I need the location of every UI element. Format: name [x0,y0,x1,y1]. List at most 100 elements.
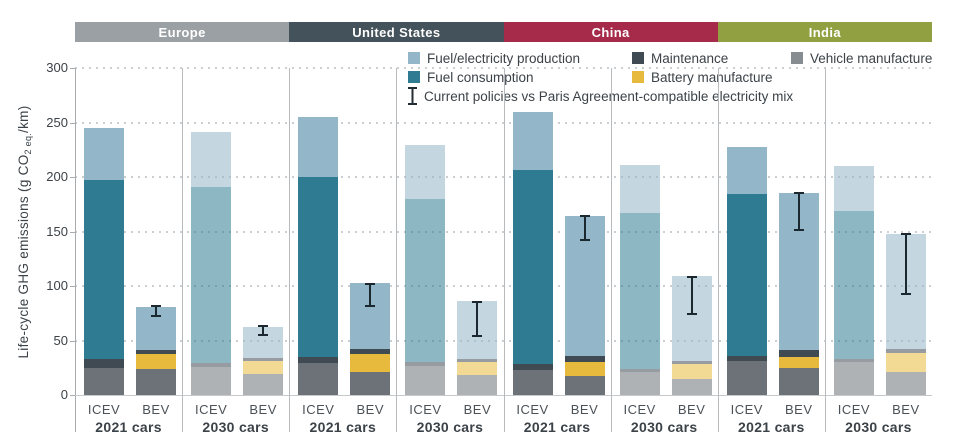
bar-united-states-2021-icev [298,117,339,395]
legend-label: Vehicle manufacture [810,50,933,66]
error-bar-line [797,192,800,232]
y-tick-label-50: 50 [53,332,68,348]
y-axis-label: Life-cycle GHG emissions (g CO2 eq./km) [16,105,33,359]
bar-china-2021-bev [564,216,605,395]
bar-segment-vehicle-manufacture [457,375,498,395]
bar-segment-vehicle-manufacture [726,361,767,395]
legend-item-fuel-consumption: Fuel consumption [408,69,534,85]
bar-united-states-2030-icev [405,145,446,395]
x-tick-label-bev: BEV [356,402,384,417]
error-bar-cap-top [686,276,697,279]
bar-segment-maintenance [191,363,232,367]
bar-europe-2021-icev [84,127,124,395]
error-bar-cap-bottom [900,292,911,295]
bar-segment-vehicle-manufacture [619,372,660,395]
bar-segment-maintenance [243,357,284,362]
error-bar-cap-bottom [151,314,161,317]
bar-segment-vehicle-manufacture [512,369,553,395]
group-separator [182,68,184,432]
bar-segment-maintenance [833,359,874,363]
x-tick-label-bev: BEV [570,402,599,417]
error-bar-cap-bottom [365,304,376,307]
y-axis-line [75,68,76,432]
bar-segment-vehicle-manufacture [671,378,712,395]
group-label-2030-cars: 2030 cars [416,419,484,435]
bar-segment-vehicle-manufacture [298,363,339,395]
bar-segment-fuel-consumption [405,198,446,363]
bar-segment-vehicle-manufacture [885,372,926,395]
y-tick-mark-250 [70,122,75,124]
region-band-india: India [717,22,932,42]
bar-europe-2030-bev [243,327,284,395]
bar-segment-fuel-electricity-production [833,166,874,211]
error-bar-line [583,215,586,242]
error-bar-line [369,282,372,307]
bar-europe-2030-icev [191,132,232,395]
bar-segment-maintenance [726,355,767,362]
group-separator [503,68,505,432]
x-tick-label-icev: ICEV [730,402,763,417]
bar-segment-vehicle-manufacture [243,374,284,395]
region-band-china: China [503,22,718,42]
error-bar-line [904,232,907,295]
y-tick-label-100: 100 [46,278,68,293]
region-band-united-states: United States [289,22,504,42]
bar-segment-maintenance [84,359,124,368]
legend-item-maintenance: Maintenance [632,50,728,66]
group-separator [824,68,826,432]
bar-segment-battery-manufacture [564,362,605,377]
bar-segment-maintenance [512,364,553,370]
y-tick-mark-50 [70,340,75,342]
x-tick-label-bev: BEV [892,402,920,417]
region-band-label: United States [352,24,441,40]
x-tick-label-icev: ICEV [194,402,228,417]
error-bar-cap-top [151,304,161,307]
bar-india-2030-icev [833,166,874,395]
bar-segment-fuel-electricity-production [298,117,339,177]
group-label-2030-cars: 2030 cars [630,419,698,435]
error-bar [793,192,804,232]
region-band-label: China [591,24,630,40]
legend-errorbar-note: Current policies vs Paris Agreement-comp… [424,88,794,104]
legend-label: Maintenance [651,50,729,66]
error-bar-cap-bottom [579,239,590,242]
bar-segment-vehicle-manufacture [405,365,446,395]
bar-segment-vehicle-manufacture [564,376,605,395]
bar-segment-maintenance [778,350,819,357]
bar-segment-maintenance [564,355,605,363]
error-bar-cap-top [365,282,376,285]
group-label-2030-cars: 2030 cars [202,419,269,435]
bar-europe-2021-bev [136,306,176,395]
error-bar [365,282,376,307]
bar-segment-fuel-electricity-production [726,146,767,195]
error-bar [151,304,161,317]
bar-segment-maintenance [671,361,712,365]
x-tick-label-icev: ICEV [409,402,442,417]
bar-segment-battery-manufacture [671,364,712,379]
region-band-label: Europe [158,24,206,40]
legend-label: Fuel/electricity production [427,50,581,66]
error-bar-cap-top [900,232,911,235]
bar-segment-fuel-electricity-production [512,111,553,171]
error-bar-cap-bottom [793,229,804,232]
x-tick-label-icev: ICEV [87,402,121,417]
group-label-2021-cars: 2021 cars [738,419,805,435]
group-label-2021-cars: 2021 cars [95,419,162,435]
bar-segment-fuel-electricity-production [405,145,446,199]
error-bar-line [155,304,157,317]
error-bar-cap-top [472,301,483,304]
bar-segment-maintenance [298,356,339,364]
error-bar-cap-bottom [472,335,483,338]
x-tick-label-bev: BEV [249,402,277,417]
bar-segment-vehicle-manufacture [191,366,232,395]
bar-segment-battery-manufacture [778,356,819,368]
bar-segment-maintenance [136,350,176,354]
error-bar-line [690,276,693,316]
bar-segment-maintenance [885,349,926,353]
error-bar [579,215,590,242]
legend-item-errorbar-note: Current policies vs Paris Agreement-comp… [408,87,794,105]
error-bar-cap-bottom [686,313,697,316]
bar-united-states-2021-bev [350,282,391,395]
x-tick-label-bev: BEV [784,402,813,417]
